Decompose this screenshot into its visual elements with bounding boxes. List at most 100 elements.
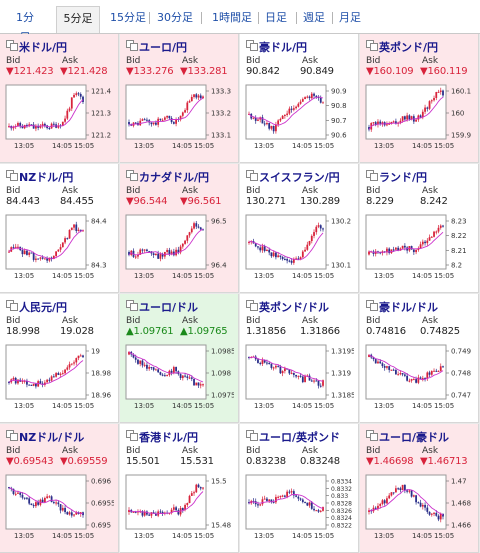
candle-body	[306, 96, 309, 98]
candle-body	[193, 378, 195, 386]
tab-30min[interactable]: 30分足	[157, 11, 193, 24]
moving-average-line	[248, 356, 324, 382]
pair-card[interactable]: 米ドル/円 Bid Ask ▼121.423 ▼121.428 121.4 121.3 121…	[0, 34, 119, 163]
candle-body	[186, 102, 189, 111]
mini-candlestick-chart[interactable]: 133.3 133.2 133.1 13:05 14:05 15:05	[124, 82, 234, 154]
x-tick-label: 15:05	[314, 142, 334, 150]
x-tick-label: 13:05	[134, 532, 154, 540]
mini-candlestick-chart[interactable]: 1.47 1.468 1.466 13:05 14:05 15:05	[364, 472, 474, 544]
pair-name-link[interactable]: ユーロ/ドル	[139, 301, 199, 314]
pair-card[interactable]: 豪ドル/円 Bid Ask 90.842 90.849 90.9 90.8 90.7 90.6 1…	[240, 34, 359, 163]
candle-body	[272, 252, 275, 257]
bid-label: Bid	[126, 186, 141, 196]
mini-candlestick-chart[interactable]: 8.23 8.22 8.21 8.2 13:05 14:05 15:05	[364, 212, 474, 284]
pair-card[interactable]: NZドル/円 Bid Ask 84.443 84.455 84.4 84.3 13:05 14:…	[0, 164, 119, 293]
candle-body	[28, 252, 31, 255]
candle-body	[37, 502, 40, 505]
mini-candlestick-chart[interactable]: 96.5 96.4 13:05 14:05 15:05	[124, 212, 234, 284]
candle-body	[281, 256, 284, 260]
pair-name-link[interactable]: ユーロ/英ポンド	[259, 431, 341, 444]
flag-quote-icon	[370, 173, 378, 181]
cn-jp-flag-icon	[6, 300, 18, 311]
tab-5min[interactable]: 5分足	[56, 6, 100, 33]
pair-name-link[interactable]: ユーロ/豪ドル	[379, 431, 450, 444]
candle-body	[184, 375, 186, 377]
candle-body	[163, 375, 166, 377]
candle-body	[21, 494, 24, 498]
bid-value: ▼160.109	[366, 66, 414, 77]
y-tick-label: 0.749	[451, 348, 471, 356]
pair-name-link[interactable]: 豪ドル/ドル	[379, 301, 439, 314]
mini-candlestick-chart[interactable]: 19 18.98 18.96 13:05 14:05 15:05	[4, 342, 114, 414]
mini-candlestick-chart[interactable]: 84.4 84.3 13:05 14:05 15:05	[4, 212, 114, 284]
pair-card[interactable]: ユーロ/豪ドル Bid Ask ▼1.46698 ▼1.46713 1.47 1.468 1.…	[360, 424, 479, 553]
pair-card[interactable]: 英ポンド/円 Bid Ask ▼160.109 ▼160.119 160.1 160 159.…	[360, 34, 479, 163]
mini-candlestick-chart[interactable]: 160.1 160 159.9 13:05 14:05 15:05	[364, 82, 474, 154]
y-tick-label: 0.6955	[91, 500, 114, 508]
candle-body	[170, 118, 173, 123]
pair-name-link[interactable]: 英ポンド/円	[379, 41, 439, 54]
pair-name-link[interactable]: 英ポンド/ドル	[259, 301, 330, 314]
pair-name-link[interactable]: 香港ドル/円	[139, 431, 199, 444]
tab-week[interactable]: 週足	[303, 11, 325, 24]
y-tick-label: 15.48	[211, 522, 231, 530]
pair-name-link[interactable]: 豪ドル/円	[259, 41, 308, 54]
pair-card[interactable]: 人民元/円 Bid Ask 18.998 19.028 19 18.98 18.96 13:05…	[0, 294, 119, 423]
pair-name-link[interactable]: 人民元/円	[19, 301, 68, 314]
candle-body	[181, 243, 184, 247]
pair-name-link[interactable]: ランド/円	[379, 171, 428, 184]
pair-card[interactable]: 香港ドル/円 Bid Ask 15.501 15.531 15.5 15.48 13:05 14…	[120, 424, 239, 553]
candle-body	[41, 499, 44, 503]
pair-name-link[interactable]: カナダドル/円	[139, 171, 210, 184]
mini-candlestick-chart[interactable]: 0.696 0.6955 0.695 13:05 14:05 15:05	[4, 472, 114, 544]
pair-name-link[interactable]: スイスフラン/円	[259, 171, 340, 184]
mini-candlestick-chart[interactable]: 130.2 130.1 13:05 14:05 15:05	[244, 212, 354, 284]
pair-name-link[interactable]: NZドル/ドル	[19, 431, 85, 444]
y-tick-label: 90.7	[331, 117, 347, 125]
mini-candlestick-chart[interactable]: 90.9 90.8 90.7 90.6 13:05 14:05 15:05	[244, 82, 354, 154]
pair-card[interactable]: ユーロ/英ポンド Bid Ask 0.83238 0.83248 0.8334 0.8332…	[240, 424, 359, 553]
pair-card[interactable]: NZドル/ドル Bid Ask ▼0.69543 ▼0.69559 0.696 0.6955…	[0, 424, 119, 553]
pair-card[interactable]: スイスフラン/円 Bid Ask 130.271 130.289 130.2 130.1 13…	[240, 164, 359, 293]
mini-candlestick-chart[interactable]: 0.8334 0.8332 0.833 0.8328 0.8326 0.8324 0.832…	[244, 472, 354, 544]
pair-card[interactable]: ユーロ/ドル Bid Ask ▲1.09761 ▲1.09765 1.0985 1.098 1…	[120, 294, 239, 423]
tab-month[interactable]: 月足	[339, 11, 361, 24]
ask-label: Ask	[422, 186, 439, 196]
chart-svg: 130.2 130.1 13:05 14:05 15:05	[245, 214, 351, 280]
candle-body	[368, 510, 370, 512]
ask-label: Ask	[182, 446, 199, 456]
mini-candlestick-chart[interactable]: 121.4 121.3 121.2 13:05 14:05 15:05	[4, 82, 114, 154]
candle-body	[415, 495, 417, 503]
candle-body	[77, 229, 80, 231]
bid-label: Bid	[366, 316, 381, 326]
candle-body	[297, 258, 300, 260]
tab-1hour[interactable]: 1時間足	[212, 11, 252, 24]
pair-name-link[interactable]: NZドル/円	[19, 171, 74, 184]
mini-candlestick-chart[interactable]: 1.0985 1.098 1.0975 13:05 14:05 15:05	[124, 342, 234, 414]
pair-card[interactable]: ユーロ/円 Bid Ask ▼133.276 ▼133.281 133.3 133.2 133…	[120, 34, 239, 163]
tab-15min[interactable]: 15分足	[110, 11, 146, 24]
pair-name-link[interactable]: ユーロ/円	[139, 41, 188, 54]
mini-candlestick-chart[interactable]: 15.5 15.48 13:05 14:05 15:05	[124, 472, 234, 544]
candle-body	[43, 497, 46, 503]
candle-body	[159, 372, 162, 375]
mini-candlestick-chart[interactable]: 1.3195 1.319 1.3185 13:05 14:05 15:05	[244, 342, 354, 414]
x-tick-label: 15:05	[434, 532, 454, 540]
pair-card[interactable]: 豪ドル/ドル Bid Ask 0.74816 0.74825 0.749 0.748 0.74…	[360, 294, 479, 423]
x-tick-label: 14:05	[172, 272, 192, 280]
pair-card[interactable]: ランド/円 Bid Ask 8.229 8.242 8.23 8.22 8.21 8.2 13:0…	[360, 164, 479, 293]
candle-body	[374, 359, 377, 364]
candle-body	[401, 116, 404, 121]
pair-card[interactable]: カナダドル/円 Bid Ask ▼96.544 ▼96.561 96.5 96.4 13:05…	[120, 164, 239, 293]
pair-name-link[interactable]: 米ドル/円	[19, 41, 68, 54]
chart-svg: 0.749 0.748 0.747 13:05 14:05 15:05	[365, 344, 471, 410]
y-tick-label: 96.4	[211, 262, 227, 270]
pair-card[interactable]: 英ポンド/ドル Bid Ask 1.31856 1.31866 1.3195 1.319 1.…	[240, 294, 359, 423]
chart-frame	[125, 214, 207, 270]
flag-quote-icon	[130, 303, 138, 311]
mini-candlestick-chart[interactable]: 0.749 0.748 0.747 13:05 14:05 15:05	[364, 342, 474, 414]
tab-1min[interactable]: 1分足	[16, 11, 34, 44]
bid-label: Bid	[6, 56, 21, 66]
tab-day[interactable]: 日足	[265, 11, 287, 24]
candle-body	[172, 122, 175, 124]
